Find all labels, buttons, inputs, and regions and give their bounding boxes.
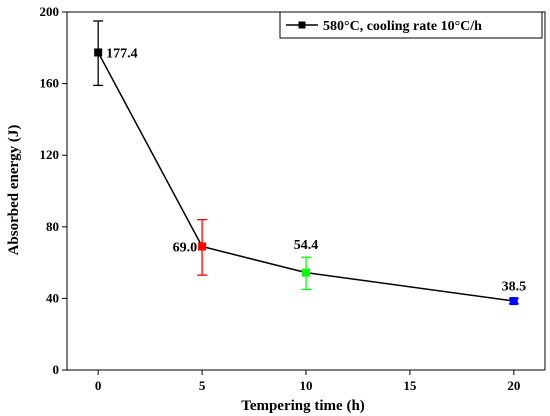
- y-tick-label: 200: [40, 4, 60, 19]
- data-point: [94, 48, 103, 57]
- x-tick-label: 20: [507, 378, 520, 393]
- x-tick-label: 0: [95, 378, 102, 393]
- data-label: 38.5: [502, 279, 527, 294]
- legend-box: [279, 11, 543, 39]
- data-point: [302, 268, 310, 277]
- y-tick-label: 80: [46, 219, 59, 234]
- plot-frame: [66, 11, 546, 371]
- y-tick-label: 160: [40, 76, 60, 91]
- data-point: [509, 297, 518, 306]
- legend-label: 580°C, cooling rate 10°C/h: [323, 19, 482, 34]
- series-line: [97, 52, 514, 302]
- y-tick-label: 120: [40, 147, 60, 162]
- x-tick-label: 5: [199, 378, 206, 393]
- data-label: 69.0: [173, 240, 198, 255]
- y-axis-title: Absorbed energy (J): [6, 125, 22, 256]
- data-point: [198, 242, 207, 251]
- legend: 580°C, cooling rate 10°C/h: [279, 11, 543, 39]
- data-label: 54.4: [294, 238, 319, 253]
- x-tick-label: 10: [300, 378, 313, 393]
- x-axis-title: Tempering time (h): [241, 398, 365, 414]
- y-tick-label: 40: [46, 290, 59, 305]
- x-tick-label: 15: [403, 378, 417, 393]
- y-tick-label: 0: [53, 362, 60, 377]
- data-label: 177.4: [106, 46, 138, 61]
- legend-marker: [298, 21, 306, 29]
